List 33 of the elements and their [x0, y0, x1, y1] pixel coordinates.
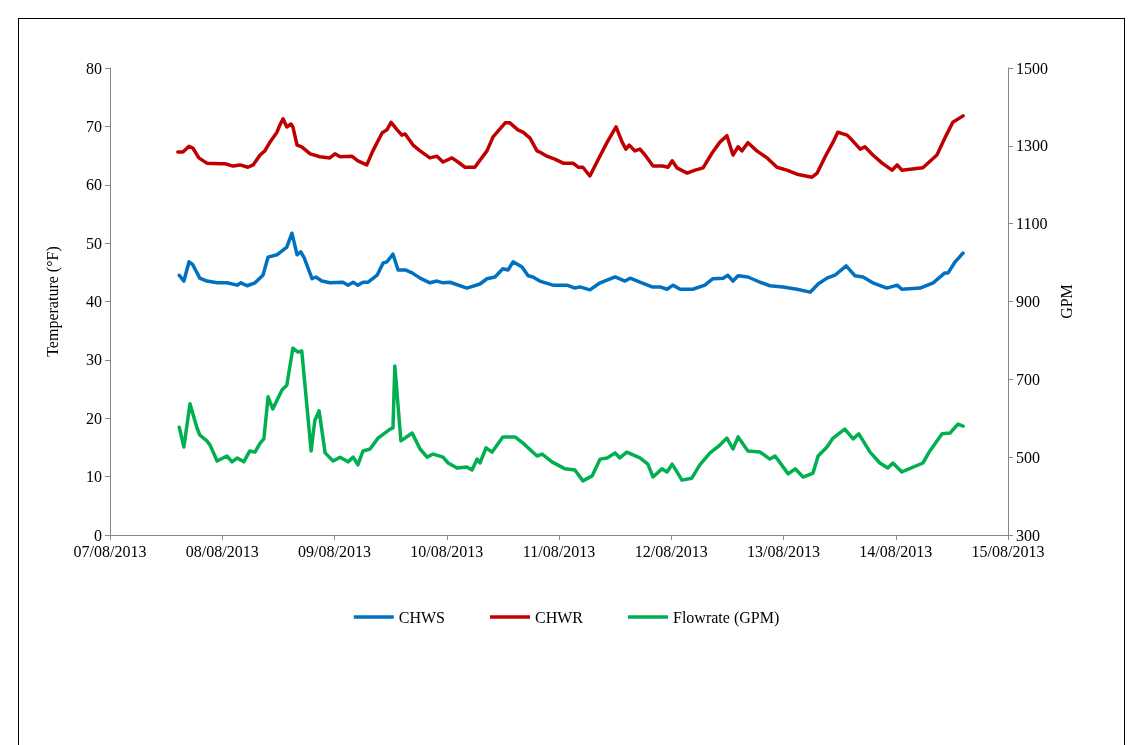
x-tick-label: 09/08/2013	[298, 542, 371, 560]
line-series	[176, 114, 965, 179]
y2-tick-label: 700	[1016, 370, 1040, 388]
x-tick-label: 08/08/2013	[185, 542, 259, 560]
y-tick-label: 0	[94, 526, 102, 544]
legend-label: Flowrate (GPM)	[673, 608, 780, 627]
line-series	[177, 346, 965, 483]
y2-tick-label: 1100	[1016, 215, 1048, 233]
y2-tick-label: 1300	[1016, 137, 1048, 155]
y2-tick-label: 1500	[1016, 59, 1048, 77]
y-tick-label: 40	[86, 293, 102, 310]
legend-label: CHWR	[535, 608, 584, 626]
x-tick-label: 10/08/2013	[410, 542, 484, 560]
x-tick-label: 11/08/2013	[522, 542, 596, 560]
y-tick-label: 50	[86, 234, 102, 252]
y-tick-label: 70	[86, 117, 102, 135]
line-series	[177, 231, 965, 294]
x-tick-label: 12/08/2013	[634, 542, 708, 560]
x-tick-label: 15/08/2013	[971, 542, 1045, 560]
x-tick-label: 13/08/2013	[747, 542, 820, 560]
y2-axis-title: GPM	[1058, 284, 1076, 319]
y-tick-label: 30	[86, 351, 102, 369]
y-tick-label: 20	[86, 409, 102, 427]
y-tick-label: 80	[86, 59, 102, 77]
x-tick-label: 14/08/2013	[859, 542, 933, 560]
y2-tick-label: 300	[1016, 526, 1040, 544]
y-tick-label: 10	[86, 468, 102, 486]
y2-tick-label: 900	[1016, 293, 1040, 310]
y2-tick-label: 500	[1016, 448, 1040, 466]
legend-label: CHWS	[398, 608, 446, 626]
x-tick-label: 07/08/2013	[73, 542, 147, 560]
y-tick-label: 60	[86, 176, 102, 194]
y-axis-title: Temperature (°F)	[43, 246, 62, 357]
